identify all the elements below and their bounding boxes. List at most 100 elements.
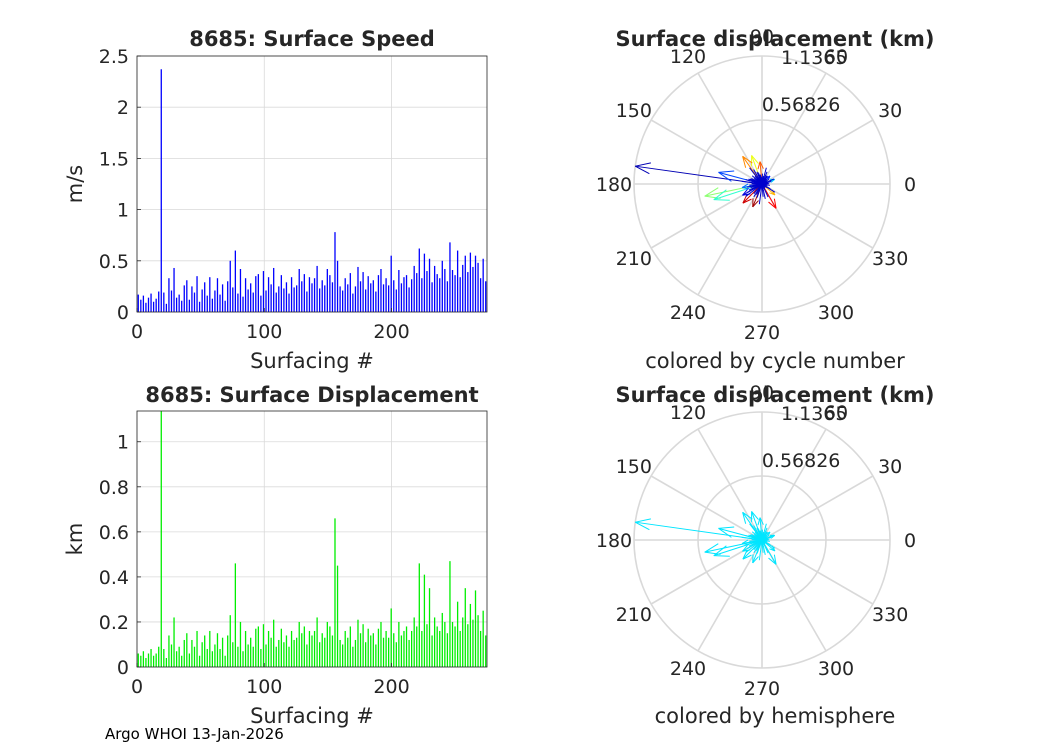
angle-label: 180	[596, 174, 632, 196]
vector-arrowhead	[751, 511, 759, 520]
compass-hemisphere-polar: 0 30 60 90 120 150 180 210 240 270 300 330 0.56826 1.…	[596, 382, 916, 700]
vector-arrowhead	[635, 518, 651, 523]
polar-spoke	[650, 119, 763, 185]
small-vector	[757, 172, 763, 185]
radius-label: 0.56826	[762, 94, 841, 116]
y-tick-label: 0.4	[99, 567, 129, 589]
y-tick-label: 2.5	[99, 46, 129, 68]
small-vector	[761, 175, 768, 185]
polar-spoke	[697, 539, 763, 652]
vector-arrowhead	[768, 201, 777, 209]
small-vector	[761, 539, 771, 546]
small-vector	[757, 528, 763, 541]
vector-arrowhead	[773, 554, 777, 565]
vector-arrowhead	[718, 527, 732, 538]
angle-label: 210	[616, 248, 652, 270]
angle-label: 300	[818, 302, 854, 324]
y-tick-label: 0	[117, 302, 129, 324]
vector-arrowhead	[770, 178, 776, 183]
small-vector	[761, 183, 770, 186]
speed-ticks: 0 100 200 0 0.5 1 1.5 2 2.5	[99, 46, 410, 343]
y-tick-label: 1	[117, 200, 129, 222]
y-tick-label: 1	[117, 432, 129, 454]
displacement-y-label: km	[63, 523, 87, 556]
compass-cycle-polar: 0 30 60 90 120 150 180 210 240 270 300 330 0.56826 1.…	[596, 26, 916, 344]
small-vector	[761, 183, 766, 190]
polar-spoke	[761, 183, 874, 249]
displacement-axes-box	[136, 410, 488, 668]
angle-label: 240	[670, 302, 706, 324]
vector-arrowhead	[713, 199, 730, 201]
vector-arrowhead	[769, 192, 776, 196]
y-tick-label: 2	[117, 97, 129, 119]
small-vector	[745, 183, 763, 197]
displacement-bars	[137, 411, 487, 667]
vector-arrowhead	[635, 162, 651, 167]
polar-spoke	[761, 475, 874, 541]
radius-label: 0.56826	[762, 450, 841, 472]
vector-arrowhead	[741, 543, 750, 546]
small-vector	[761, 539, 766, 546]
radius-label: 1.1365	[781, 403, 847, 425]
displacement-chart: 8685: Surface Displacement 0 100 200 0 0.2 0.…	[63, 383, 488, 728]
small-vector	[758, 183, 763, 205]
angle-label: 60	[824, 402, 848, 424]
small-vector	[761, 534, 775, 541]
y-tick-label: 0.6	[99, 522, 129, 544]
displacement-vector	[635, 521, 763, 541]
y-tick-label: 1.5	[99, 148, 129, 170]
vector-arrowhead	[752, 200, 759, 208]
vector-arrowhead	[742, 198, 752, 204]
angle-label: 180	[596, 530, 632, 552]
vector-arrowhead	[742, 155, 753, 164]
vector-arrowhead	[741, 183, 749, 188]
vector-arrowhead	[718, 171, 732, 182]
compass-hemisphere-title: Surface displacement (km)	[615, 383, 934, 407]
angle-label: 0	[904, 530, 916, 552]
x-tick-label: 200	[373, 321, 409, 343]
compass-cycle-chart: Surface displacement (km) 0 30 60 90 120 150 1…	[596, 26, 935, 373]
small-vector	[745, 539, 763, 553]
speed-chart: 8685: Surface Speed 0 100 20000.511.522.5 …	[63, 27, 488, 373]
vector-arrowhead	[742, 511, 753, 520]
small-vector	[748, 534, 763, 541]
x-tick-label: 0	[131, 676, 143, 698]
small-vector	[758, 539, 763, 561]
small-vector	[761, 523, 767, 541]
small-vector	[749, 523, 763, 541]
small-vector	[741, 536, 763, 541]
displacement-ticks: 0 100 200 0 0.2 0.4 0.6 0.8 1	[99, 432, 410, 698]
angle-label: 150	[616, 100, 652, 122]
speed-x-label: Surfacing #	[250, 349, 374, 373]
vector-arrowhead	[751, 155, 759, 164]
x-tick-label: 200	[373, 676, 409, 698]
small-vector	[741, 180, 763, 185]
speed-chart-title: 8685: Surface Speed	[189, 27, 435, 51]
vector-arrowhead	[770, 534, 776, 539]
speed-axes-box	[136, 55, 488, 313]
y-tick-label: 0.8	[99, 477, 129, 499]
y-tick-label: 0.5	[99, 251, 129, 273]
vector-arrowhead	[718, 526, 735, 529]
angle-label: 150	[616, 456, 652, 478]
compass-cycle-caption: colored by cycle number	[645, 349, 905, 373]
vector-arrowhead	[742, 156, 747, 168]
angle-label: 0	[904, 174, 916, 196]
displacement-x-label: Surfacing #	[250, 704, 374, 728]
polar-spoke	[650, 475, 763, 541]
vector-arrowhead	[757, 517, 761, 526]
vector-arrowhead	[741, 187, 750, 190]
vector-arrowhead	[742, 512, 747, 524]
polar-spoke	[761, 119, 874, 185]
vector-arrowhead	[769, 548, 776, 552]
vector-arrowhead	[742, 554, 752, 560]
displacement-vector	[635, 165, 763, 185]
small-vector	[761, 531, 768, 541]
polar-spoke	[697, 72, 763, 185]
small-vector	[761, 167, 767, 185]
speed-y-label: m/s	[63, 165, 87, 203]
angle-label: 270	[744, 322, 780, 344]
angle-label: 330	[872, 604, 908, 626]
compass-cycle-title: Surface displacement (km)	[615, 27, 934, 51]
